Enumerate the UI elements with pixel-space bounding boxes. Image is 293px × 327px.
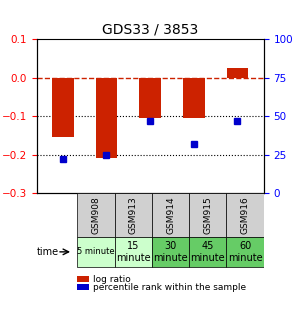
Text: 60
minute: 60 minute xyxy=(228,241,263,263)
Text: GSM913: GSM913 xyxy=(129,196,138,234)
FancyBboxPatch shape xyxy=(189,193,226,237)
Bar xyxy=(96,78,117,159)
Bar xyxy=(52,78,74,137)
Text: GSM916: GSM916 xyxy=(241,196,250,234)
FancyBboxPatch shape xyxy=(115,237,152,267)
Title: GDS33 / 3853: GDS33 / 3853 xyxy=(102,23,198,37)
FancyBboxPatch shape xyxy=(77,193,115,237)
Text: GSM915: GSM915 xyxy=(203,196,212,234)
FancyBboxPatch shape xyxy=(77,237,115,267)
Text: 5 minute: 5 minute xyxy=(77,247,115,256)
FancyBboxPatch shape xyxy=(152,193,189,237)
FancyBboxPatch shape xyxy=(226,193,264,237)
Text: 15
minute: 15 minute xyxy=(116,241,151,263)
Text: percentile rank within the sample: percentile rank within the sample xyxy=(93,283,246,292)
FancyBboxPatch shape xyxy=(189,237,226,267)
FancyBboxPatch shape xyxy=(226,237,264,267)
Text: GSM908: GSM908 xyxy=(92,196,100,234)
FancyBboxPatch shape xyxy=(115,193,152,237)
Text: GSM914: GSM914 xyxy=(166,196,175,234)
Bar xyxy=(183,78,205,118)
Text: time: time xyxy=(37,247,59,257)
Bar xyxy=(139,78,161,118)
Text: 45
minute: 45 minute xyxy=(190,241,225,263)
Bar xyxy=(77,276,89,282)
Text: log ratio: log ratio xyxy=(93,275,131,284)
FancyBboxPatch shape xyxy=(152,237,189,267)
Bar xyxy=(77,284,89,290)
Bar xyxy=(226,68,248,78)
Text: 30
minute: 30 minute xyxy=(153,241,188,263)
